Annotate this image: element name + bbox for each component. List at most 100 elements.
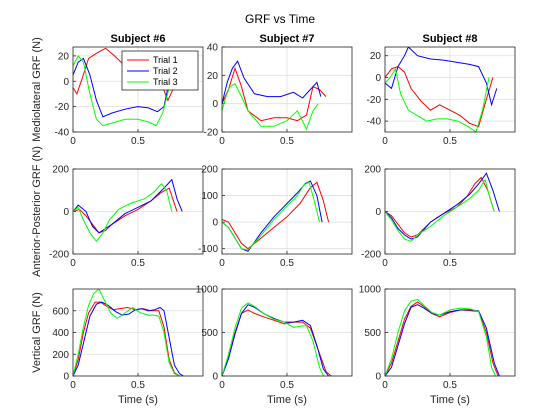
series-line-trial-2 bbox=[385, 47, 498, 107]
axes-box bbox=[384, 168, 516, 255]
axes-box bbox=[221, 288, 353, 377]
series-line-trial-1 bbox=[385, 301, 499, 376]
series-line-trial-3 bbox=[385, 298, 496, 376]
y-tick-label: 200 bbox=[364, 165, 381, 176]
x-tick-label: 0 bbox=[70, 380, 76, 391]
axes-box bbox=[72, 46, 204, 133]
x-tick-label: 0.5 bbox=[443, 380, 457, 391]
x-axis-label: Time (s) bbox=[430, 394, 470, 406]
series-line-trial-3 bbox=[73, 183, 173, 243]
subplot-title: Subject #7 bbox=[259, 33, 314, 45]
x-tick-label: 0 bbox=[219, 258, 225, 269]
y-tick-label: -200 bbox=[49, 250, 69, 261]
axes-box bbox=[221, 46, 353, 133]
y-axis-label: Anterior-Posterior GRF (N) bbox=[31, 146, 43, 277]
axes-box bbox=[72, 288, 204, 377]
x-tick-label: 0.5 bbox=[131, 380, 145, 391]
x-tick-label: 0 bbox=[70, 258, 76, 269]
x-tick-label: 0 bbox=[219, 380, 225, 391]
y-tick-label: 40 bbox=[207, 43, 219, 54]
y-tick-label: -100 bbox=[198, 244, 218, 255]
y-tick-label: 0 bbox=[63, 372, 69, 383]
series-line-trial-1 bbox=[222, 181, 330, 250]
x-tick-label: 0.5 bbox=[443, 258, 457, 269]
series-line-trial-1 bbox=[73, 301, 180, 376]
y-tick-label: -20 bbox=[204, 128, 219, 139]
y-tick-label: 0 bbox=[375, 73, 381, 84]
x-tick-label: 0.5 bbox=[280, 136, 294, 147]
subplot-r2c1: 0 0.5 0 500 1000 Time (s) bbox=[196, 285, 353, 406]
y-tick-label: 500 bbox=[364, 328, 381, 339]
x-tick-label: 0 bbox=[219, 136, 225, 147]
series-line-trial-3 bbox=[222, 181, 320, 251]
x-tick-label: 0 bbox=[382, 380, 388, 391]
legend-entry: Trial 1 bbox=[153, 55, 178, 65]
legend-entry: Trial 3 bbox=[153, 77, 178, 87]
y-tick-label: 600 bbox=[52, 306, 69, 317]
y-tick-label: -40 bbox=[55, 128, 70, 139]
subplot-r2c0: 0 0.5 0 200 400 600 Vertical GRF (N) Time (s) bbox=[31, 288, 204, 406]
y-tick-label: 20 bbox=[58, 51, 70, 62]
y-tick-label: 200 bbox=[52, 350, 69, 361]
series-line-trial-3 bbox=[222, 83, 319, 131]
y-tick-label: 400 bbox=[52, 328, 69, 339]
x-tick-label: 0.5 bbox=[131, 136, 145, 147]
series-line-trial-3 bbox=[385, 178, 495, 242]
x-tick-label: 0.5 bbox=[131, 258, 145, 269]
axes-box bbox=[384, 288, 516, 377]
y-tick-label: -200 bbox=[361, 250, 381, 261]
y-tick-label: 0 bbox=[375, 207, 381, 218]
y-tick-label: 20 bbox=[370, 51, 382, 62]
legend-box bbox=[121, 50, 199, 91]
y-tick-label: 100 bbox=[201, 191, 218, 202]
figure-title: GRF vs Time bbox=[245, 12, 315, 26]
axes-box bbox=[221, 168, 353, 255]
y-tick-label: 1000 bbox=[359, 285, 382, 296]
axes-box bbox=[72, 168, 204, 255]
x-axis-label: Time (s) bbox=[118, 394, 158, 406]
y-tick-label: 0 bbox=[63, 207, 69, 218]
subplot-r2c2: 0 0.5 0 500 1000 Time (s) bbox=[359, 285, 516, 406]
x-tick-label: 0.5 bbox=[443, 136, 457, 147]
series-line-trial-3 bbox=[385, 67, 490, 132]
x-axis-label: Time (s) bbox=[267, 394, 307, 406]
series-line-trial-2 bbox=[222, 60, 322, 104]
y-tick-label: 500 bbox=[201, 328, 218, 339]
series-line-trial-3 bbox=[73, 289, 180, 376]
y-axis-label: Vertical GRF (N) bbox=[31, 292, 43, 373]
x-tick-label: 0.5 bbox=[280, 380, 294, 391]
y-tick-label: 1000 bbox=[196, 285, 219, 296]
axes-box bbox=[384, 46, 516, 133]
y-tick-label: 200 bbox=[52, 165, 69, 176]
y-axis-label: Mediolateral GRF (N) bbox=[31, 37, 43, 142]
y-tick-label: 0 bbox=[212, 99, 218, 110]
subplot-r0c2: 0 0.5 -40 -20 0 20 Subject #8 bbox=[367, 33, 516, 147]
y-tick-label: 0 bbox=[63, 77, 69, 88]
x-tick-label: 0 bbox=[70, 136, 76, 147]
y-tick-label: 20 bbox=[207, 71, 219, 82]
series-line-trial-2 bbox=[73, 301, 184, 376]
x-tick-label: 0 bbox=[382, 258, 388, 269]
y-tick-label: 0 bbox=[212, 218, 218, 229]
legend-entry: Trial 2 bbox=[153, 66, 178, 76]
series-line-trial-3 bbox=[222, 302, 324, 376]
y-tick-label: 0 bbox=[212, 372, 218, 383]
y-tick-label: -20 bbox=[55, 102, 70, 113]
series-line-trial-3 bbox=[73, 54, 175, 127]
subplot-title: Subject #8 bbox=[422, 33, 477, 45]
y-tick-label: -20 bbox=[367, 95, 382, 106]
series-line-trial-2 bbox=[73, 178, 183, 234]
x-tick-label: 0 bbox=[382, 136, 388, 147]
series-line-trial-2 bbox=[385, 172, 500, 240]
y-tick-label: -40 bbox=[367, 117, 382, 128]
series-line-trial-1 bbox=[385, 66, 494, 128]
y-tick-label: 0 bbox=[375, 372, 381, 383]
series-line-trial-2 bbox=[222, 304, 330, 376]
